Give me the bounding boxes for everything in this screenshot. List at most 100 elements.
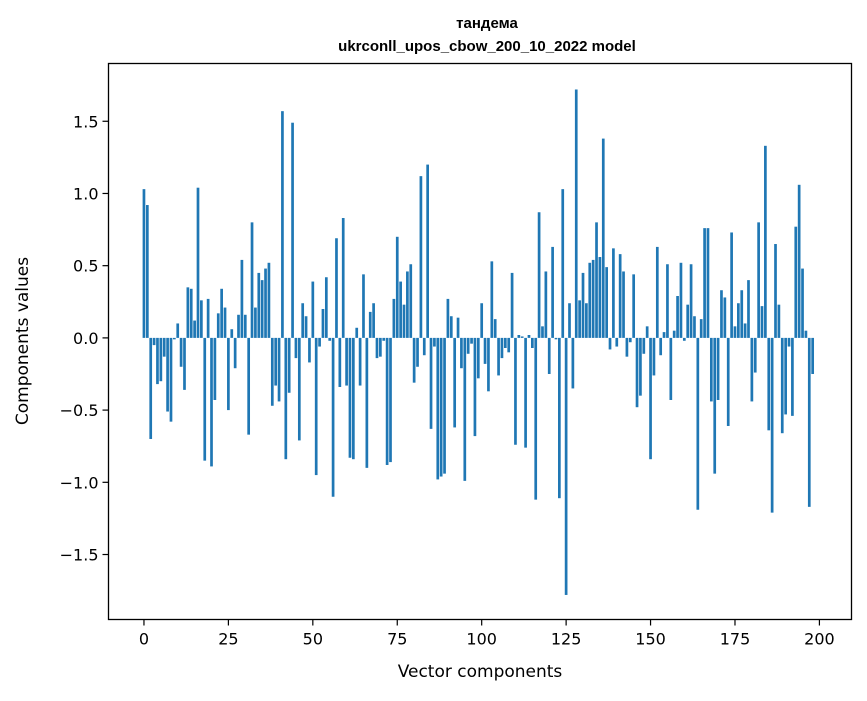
bar [247,337,251,435]
bar [774,244,777,338]
bar [156,337,159,385]
bar [709,337,713,402]
chart-title: тандема [456,15,518,32]
bar [166,337,169,412]
bar [206,298,210,338]
bar [264,268,267,338]
bar [669,337,673,400]
bar [240,259,244,338]
bar [294,337,298,359]
bar [554,337,558,340]
bar [416,337,419,367]
bar [389,337,392,463]
bar [409,264,413,338]
bar [784,337,787,415]
bar [500,337,504,359]
bar [797,184,801,338]
y-tick-label: 1.0 [73,184,98,203]
bar [433,337,436,347]
bar [466,337,470,354]
bar [297,337,301,441]
bar [767,337,771,431]
x-axis-ticks: 0 25 50 75 100 125 150 175 200 [139,619,835,649]
bar [517,335,521,338]
bar [503,337,507,348]
bar [547,337,551,374]
x-tick-label: 175 [720,630,751,649]
bar [260,280,264,338]
bar [456,317,460,338]
bar [737,303,740,338]
bar [716,337,720,400]
bar [490,261,494,338]
bar [588,262,592,338]
x-tick-label: 50 [303,630,323,649]
bar [324,277,328,338]
bar [176,323,180,338]
bar [743,323,747,338]
bar [395,236,399,338]
bar [250,222,254,338]
bar [358,337,362,386]
bar [213,337,217,400]
bar [453,337,457,428]
bar [645,326,649,338]
bar [591,259,595,338]
bar [412,337,416,383]
bar [659,337,663,356]
y-tick-label: 1.5 [73,112,98,131]
bar [689,264,693,338]
y-axis-ticks: −1.5 −1.0 −0.5 0.0 0.5 1.0 1.5 [60,112,109,565]
bar [507,337,511,353]
bar [257,272,261,338]
bar [537,212,541,338]
bar [220,288,223,338]
bar [497,337,500,376]
y-tick-label: 0.5 [73,257,98,276]
bar [429,337,433,429]
bar [311,281,315,338]
bar [223,307,227,338]
bar [152,337,156,346]
bar [693,316,696,338]
bar [571,337,575,389]
bar [787,337,791,347]
bar [186,287,190,338]
bar [807,337,811,507]
bar [463,337,467,481]
bar [189,288,193,338]
bar [476,337,480,379]
bar [649,337,652,460]
bar [281,111,284,338]
bar [193,320,196,338]
bar [328,337,332,341]
bar [568,303,571,338]
bar [179,337,183,367]
bar [595,222,598,338]
x-tick-label: 100 [466,630,497,649]
bar [753,337,757,373]
bar [422,337,426,356]
bar [142,189,146,338]
bar [551,246,554,338]
bar [747,280,750,338]
bar [314,337,318,476]
bar [449,316,453,338]
bar [149,337,153,439]
bar [777,304,781,338]
bar [338,337,342,387]
bar [270,337,274,406]
bar [210,337,213,467]
bar [801,268,804,338]
bar [284,337,288,460]
bar [348,337,352,458]
bar [362,274,365,338]
bar [764,145,767,338]
bar [352,337,355,460]
bar [601,138,605,338]
bar [426,164,429,338]
bar [446,298,450,338]
bar [243,314,247,338]
bar [487,337,490,392]
